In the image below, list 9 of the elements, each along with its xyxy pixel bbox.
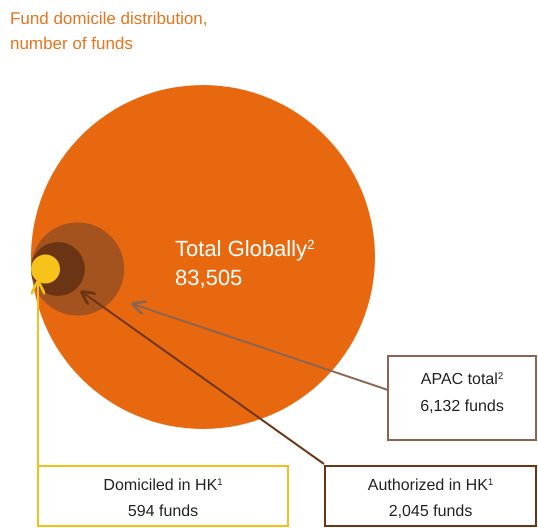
data-label: 83,505	[175, 265, 242, 290]
text: Fund domicile distribution, number of funds	[10, 9, 208, 53]
category-label: Domiciled in HK$^{1}$	[103, 476, 223, 494]
data-label: 594 funds	[128, 503, 198, 520]
category-label: Authorized in HK$^{1}$	[368, 476, 494, 494]
data-label: 6,132 funds	[420, 398, 504, 415]
category-label: Total Globally$^{2}$	[175, 236, 314, 261]
data-label: 2,045 funds	[388, 503, 472, 520]
category-label: APAC total$^{2}$	[420, 370, 504, 388]
